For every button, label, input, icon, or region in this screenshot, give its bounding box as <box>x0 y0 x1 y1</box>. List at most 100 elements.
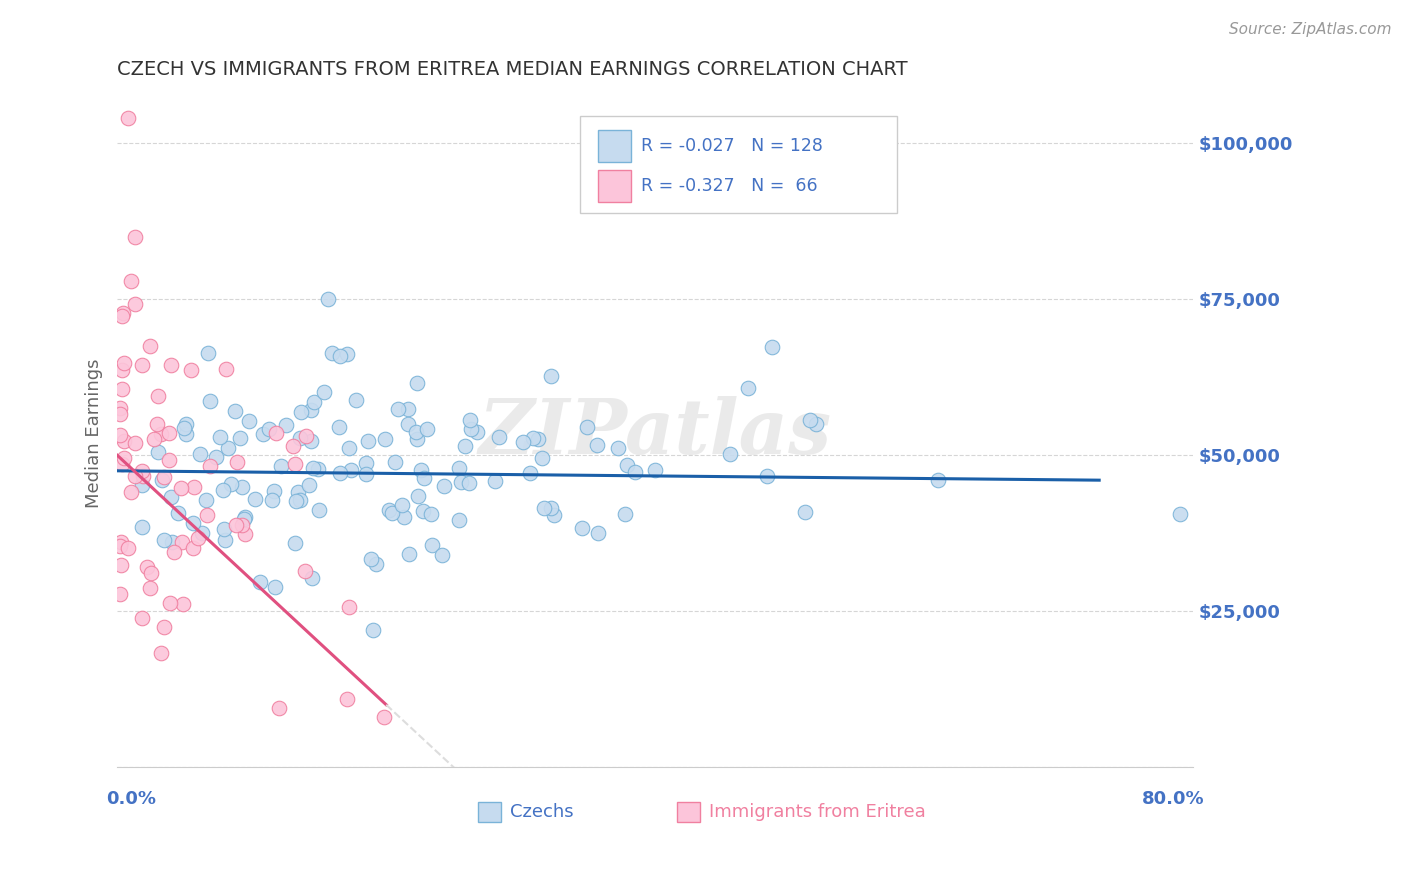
Point <box>284 536 307 550</box>
Point <box>531 450 554 465</box>
Point <box>761 340 783 354</box>
Point <box>117 112 139 126</box>
Point <box>208 430 231 444</box>
Point <box>458 475 481 490</box>
Point <box>1168 508 1191 522</box>
Point <box>398 547 420 561</box>
Point <box>111 310 134 324</box>
Point <box>221 477 243 491</box>
Point <box>465 425 488 439</box>
Point <box>270 458 292 473</box>
Point <box>180 363 202 377</box>
Point <box>396 401 419 416</box>
Point <box>229 431 252 445</box>
Point <box>110 534 132 549</box>
Point <box>153 470 176 484</box>
Point <box>336 691 359 706</box>
Point <box>288 431 311 445</box>
Point <box>166 506 188 520</box>
Point <box>146 417 169 431</box>
Text: R = -0.027   N = 128: R = -0.027 N = 128 <box>641 136 823 154</box>
Point <box>488 429 510 443</box>
FancyBboxPatch shape <box>478 802 502 822</box>
Point <box>430 548 453 562</box>
Point <box>215 362 238 376</box>
Point <box>262 492 284 507</box>
Point <box>409 462 432 476</box>
Point <box>142 432 165 446</box>
Point <box>153 620 176 634</box>
Point <box>607 441 630 455</box>
Point <box>211 483 233 497</box>
Point <box>449 461 471 475</box>
Point <box>450 475 472 489</box>
Point <box>195 508 218 522</box>
Point <box>540 369 562 384</box>
Point <box>354 467 377 482</box>
FancyBboxPatch shape <box>598 169 630 202</box>
Point <box>571 520 593 534</box>
Point <box>533 501 555 516</box>
Point <box>329 349 352 363</box>
Y-axis label: Median Earnings: Median Earnings <box>86 359 103 508</box>
Point <box>718 447 741 461</box>
Point <box>540 501 562 516</box>
Point <box>294 429 316 443</box>
Point <box>398 417 420 431</box>
Point <box>190 525 212 540</box>
Point <box>588 526 610 541</box>
Point <box>316 292 339 306</box>
Point <box>276 418 298 433</box>
Point <box>157 426 180 441</box>
Text: CZECH VS IMMIGRANTS FROM ERITREA MEDIAN EARNINGS CORRELATION CHART: CZECH VS IMMIGRANTS FROM ERITREA MEDIAN … <box>117 60 908 78</box>
Point <box>108 401 131 415</box>
Point <box>290 405 312 419</box>
Point <box>287 484 309 499</box>
Point <box>111 306 134 320</box>
Point <box>329 466 352 480</box>
Point <box>150 426 173 441</box>
Point <box>299 434 322 449</box>
Point <box>172 535 194 549</box>
Point <box>249 575 271 590</box>
Text: 0.0%: 0.0% <box>107 790 156 808</box>
Point <box>927 473 949 487</box>
Point <box>231 480 253 494</box>
Point <box>139 338 162 352</box>
Point <box>183 516 205 530</box>
Point <box>252 427 274 442</box>
Point <box>174 417 197 432</box>
Point <box>616 458 638 473</box>
Text: ZIPatlas: ZIPatlas <box>478 396 832 470</box>
Point <box>198 458 221 473</box>
Point <box>135 559 157 574</box>
Point <box>264 426 287 441</box>
Point <box>391 499 413 513</box>
Point <box>806 417 828 431</box>
Point <box>381 506 404 520</box>
Point <box>624 465 647 479</box>
Point <box>139 581 162 595</box>
Point <box>543 508 565 523</box>
Point <box>799 412 821 426</box>
Point <box>378 503 401 517</box>
Point <box>112 356 135 370</box>
Point <box>312 385 335 400</box>
Point <box>141 566 163 581</box>
Point <box>124 469 146 483</box>
Point <box>159 596 181 610</box>
Point <box>420 538 443 552</box>
Point <box>112 451 135 466</box>
Point <box>340 463 363 477</box>
Point <box>299 402 322 417</box>
Point <box>110 558 132 573</box>
Point <box>374 432 396 446</box>
Point <box>307 462 329 476</box>
Point <box>339 599 361 614</box>
Point <box>284 457 307 471</box>
Point <box>124 230 146 244</box>
Point <box>354 456 377 470</box>
Point <box>527 432 550 446</box>
Point <box>288 493 311 508</box>
Point <box>267 700 290 714</box>
